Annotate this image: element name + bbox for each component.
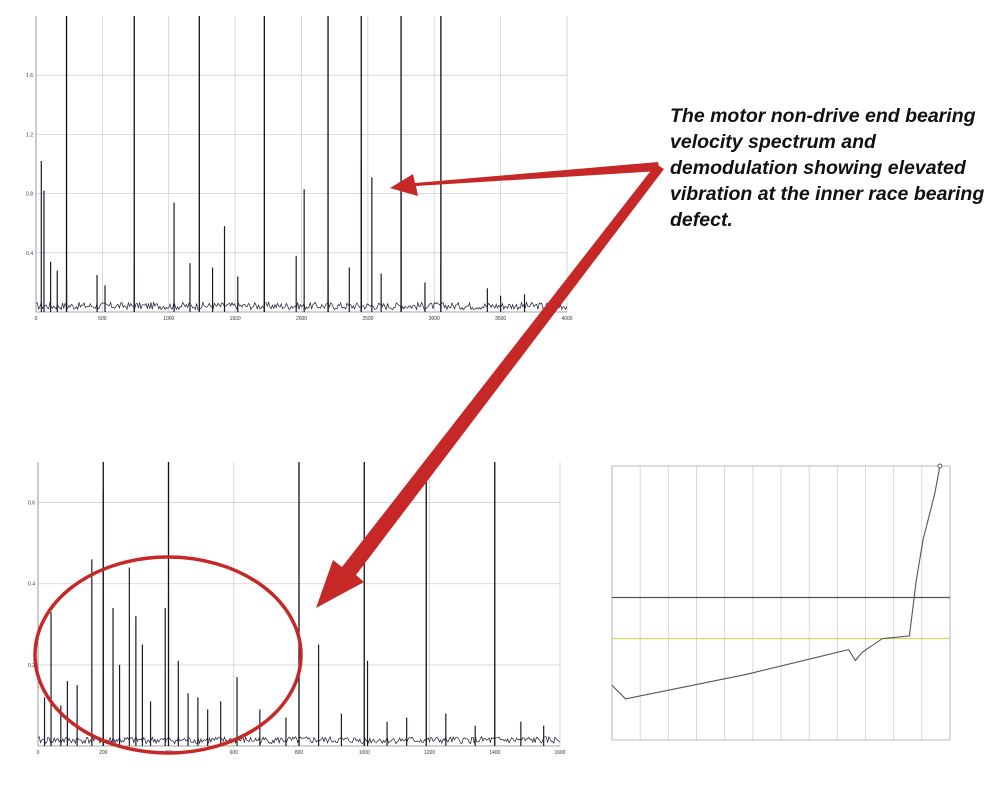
- arrow-to-velocity-spectrum: [390, 162, 660, 196]
- velocity-x-tick-label: 0: [35, 316, 38, 322]
- velocity-x-tick-label: 3000: [429, 316, 440, 322]
- trend-series-line: [611, 465, 941, 700]
- annotation-text: The motor non-drive end bearing velocity…: [670, 105, 985, 231]
- trend-frame: [611, 465, 951, 741]
- demod-x-tick-label: 1600: [554, 750, 565, 756]
- velocity-x-tick-label: 1500: [230, 316, 241, 322]
- velocity-spectrum-chart: 0 500 1000 1500 2000 2500 3000 3500 4000 0.4 0.8 1.…: [25, 12, 575, 327]
- velocity-spectrum-svg: 0 500 1000 1500 2000 2500 3000 3500 4000 0.4 0.8 1.…: [26, 16, 573, 322]
- trend-svg: [611, 463, 951, 741]
- velocity-y-tick-label: 0.4: [26, 251, 33, 257]
- velocity-x-tick-label: 500: [98, 316, 107, 322]
- velocity-x-tick-label: 1000: [163, 316, 174, 322]
- trend-last-point: [937, 463, 943, 469]
- velocity-y-tick-label: 1.6: [26, 73, 33, 79]
- velocity-noise-floor: [35, 301, 568, 311]
- demod-y-tick-label: 0.6: [28, 501, 35, 507]
- demod-x-tick-label: 200: [99, 750, 108, 756]
- demod-x-tick-label: 1200: [424, 750, 435, 756]
- demod-x-tick-label: 600: [230, 750, 239, 756]
- defect-highlight-ellipse: [33, 555, 303, 755]
- demod-y-tick-label: 0.4: [28, 582, 35, 588]
- demod-noise-floor: [37, 735, 561, 745]
- demodulation-spectrum-chart: 0 200 400 600 800 1000 1200 1400 1600 0.2 0.4 0.6: [22, 442, 577, 767]
- demod-x-tick-label: 0: [37, 750, 40, 756]
- demod-y-tick-label: 0.2: [28, 663, 35, 669]
- velocity-x-tick-label: 3500: [495, 316, 506, 322]
- demod-x-tick-label: 1400: [489, 750, 500, 756]
- demod-x-tick-label: 800: [295, 750, 304, 756]
- trend-chart: [600, 444, 962, 770]
- velocity-x-tick-label: 2500: [362, 316, 373, 322]
- demod-x-tick-label: 1000: [359, 750, 370, 756]
- velocity-y-tick-label: 0.8: [26, 192, 33, 198]
- velocity-y-tick-label: 1.2: [26, 132, 33, 138]
- arrow-to-demodulation-spectrum: [316, 164, 664, 608]
- velocity-x-tick-label: 2000: [296, 316, 307, 322]
- velocity-x-tick-label: 4000: [561, 316, 572, 322]
